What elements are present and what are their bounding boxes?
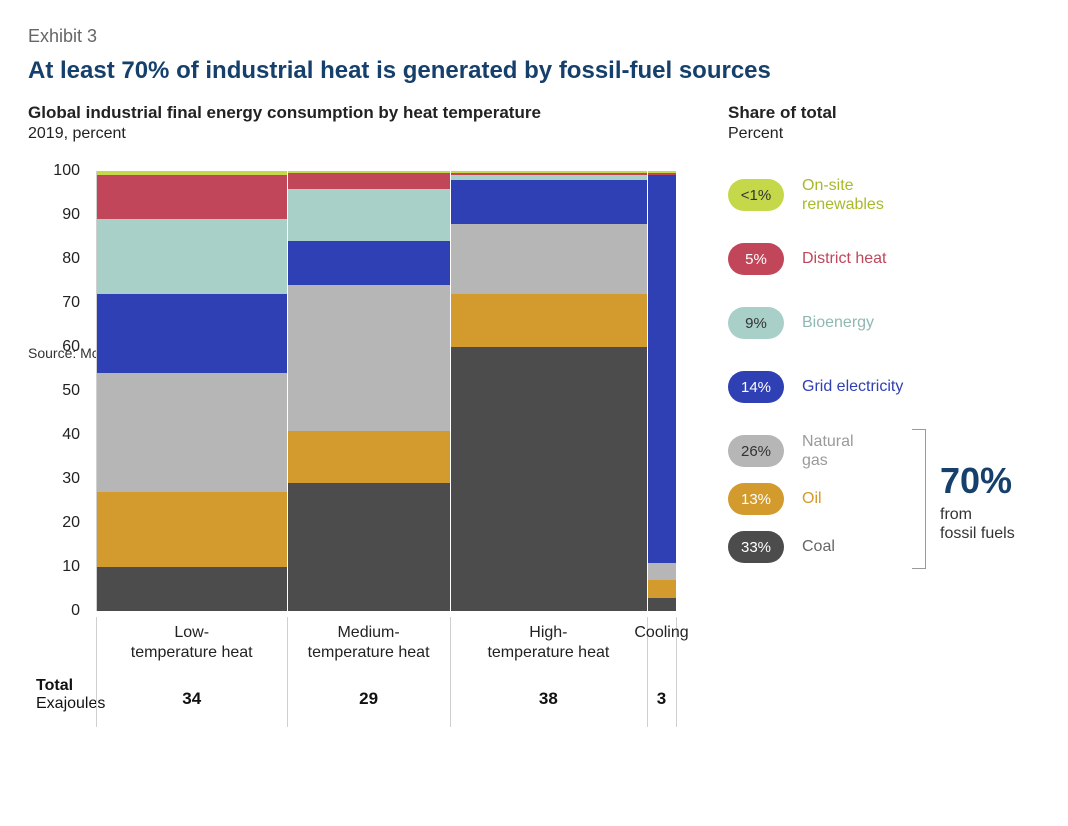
right-subtitle-bold: Share of total	[728, 103, 1040, 123]
legend-label: Coal	[802, 537, 835, 556]
chart-title: At least 70% of industrial heat is gener…	[28, 57, 1040, 85]
chart-segment	[97, 567, 287, 611]
y-tick: 90	[62, 206, 80, 224]
chart-segment	[288, 189, 449, 242]
chart-segment	[451, 294, 647, 347]
category-label: High-temperature heat	[450, 623, 647, 663]
chart-segment	[451, 171, 647, 173]
legend-pill: 9%	[728, 307, 784, 339]
legend-pill: <1%	[728, 179, 784, 211]
legend-row: 26% Naturalgas	[728, 427, 854, 475]
chart-segment	[97, 175, 287, 219]
chart-segment	[648, 563, 676, 581]
chart-segment	[648, 175, 676, 562]
legend-pill: 33%	[728, 531, 784, 563]
chart-column	[648, 171, 677, 611]
category-label: Medium-temperature heat	[287, 623, 449, 663]
callout-small: fromfossil fuels	[940, 505, 1015, 543]
legend-row: 5% District heat	[728, 235, 886, 283]
fossil-callout: 70% fromfossil fuels	[940, 463, 1015, 543]
legend-row: 9% Bioenergy	[728, 299, 874, 347]
chart-segment	[97, 294, 287, 373]
chart-column	[97, 171, 288, 611]
legend-pill: 14%	[728, 371, 784, 403]
chart-column	[451, 171, 648, 611]
chart-segment	[288, 241, 449, 285]
exhibit-label: Exhibit 3	[28, 26, 1040, 47]
category-total: 34	[96, 689, 287, 709]
y-tick: 100	[53, 162, 80, 180]
callout-big: 70%	[940, 463, 1015, 499]
legend-label: District heat	[802, 249, 886, 268]
chart-segment	[97, 171, 287, 175]
y-tick: 30	[62, 470, 80, 488]
chart-segment	[288, 483, 449, 611]
chart-segment	[451, 224, 647, 294]
legend-label: Oil	[802, 489, 822, 508]
totals-label-bold: Total	[36, 677, 73, 694]
category-total: 38	[450, 689, 647, 709]
y-tick: 50	[62, 382, 80, 400]
category-total: 29	[287, 689, 449, 709]
category-total: 3	[647, 689, 676, 709]
totals-label: Total Exajoules	[36, 677, 105, 713]
left-subtitle-bold: Global industrial final energy consumpti…	[28, 103, 718, 123]
chart-segment	[451, 175, 647, 179]
chart-segment	[451, 173, 647, 175]
legend: <1%On-siterenewables5%District heat9%Bio…	[688, 171, 1040, 175]
legend-row: <1% On-siterenewables	[728, 171, 884, 219]
category-label: Low-temperature heat	[96, 623, 287, 663]
legend-pill: 26%	[728, 435, 784, 467]
legend-label: Grid electricity	[802, 377, 903, 396]
y-tick: 20	[62, 514, 80, 532]
chart-segment	[288, 173, 449, 188]
legend-pill: 13%	[728, 483, 784, 515]
legend-pill: 5%	[728, 243, 784, 275]
chart-segment	[97, 219, 287, 294]
category-label: Cooling	[632, 623, 692, 643]
legend-label: On-siterenewables	[802, 176, 884, 214]
plot	[96, 171, 676, 611]
y-tick: 40	[62, 426, 80, 444]
chart-segment	[288, 285, 449, 430]
chart-segment	[451, 180, 647, 224]
y-tick: 70	[62, 294, 80, 312]
chart-segment	[648, 598, 676, 611]
chart-area: 0102030405060708090100 Total Exajoules L…	[28, 171, 688, 175]
chart-column	[288, 171, 450, 611]
totals-label-plain: Exajoules	[36, 695, 105, 712]
chart-segment	[648, 171, 676, 173]
chart-segment	[97, 492, 287, 567]
y-tick: 80	[62, 250, 80, 268]
legend-label: Bioenergy	[802, 313, 874, 332]
y-axis: 0102030405060708090100	[28, 171, 88, 611]
y-tick: 0	[71, 602, 80, 620]
legend-row: 14% Grid electricity	[728, 363, 903, 411]
legend-label: Naturalgas	[802, 432, 854, 470]
category-axis: Total Exajoules Low-temperature heat34Me…	[96, 617, 676, 737]
right-subtitle-plain: Percent	[728, 125, 1040, 143]
chart-segment	[97, 373, 287, 492]
chart-segment	[288, 171, 449, 173]
left-subtitle-plain: 2019, percent	[28, 125, 718, 143]
fossil-bracket	[912, 429, 926, 569]
y-tick: 10	[62, 558, 80, 576]
chart-segment	[451, 347, 647, 611]
chart-segment	[288, 431, 449, 484]
legend-row: 33% Coal	[728, 523, 835, 571]
chart-segment	[648, 580, 676, 598]
chart-segment	[648, 173, 676, 175]
y-tick: 60	[62, 338, 80, 356]
legend-row: 13% Oil	[728, 475, 822, 523]
